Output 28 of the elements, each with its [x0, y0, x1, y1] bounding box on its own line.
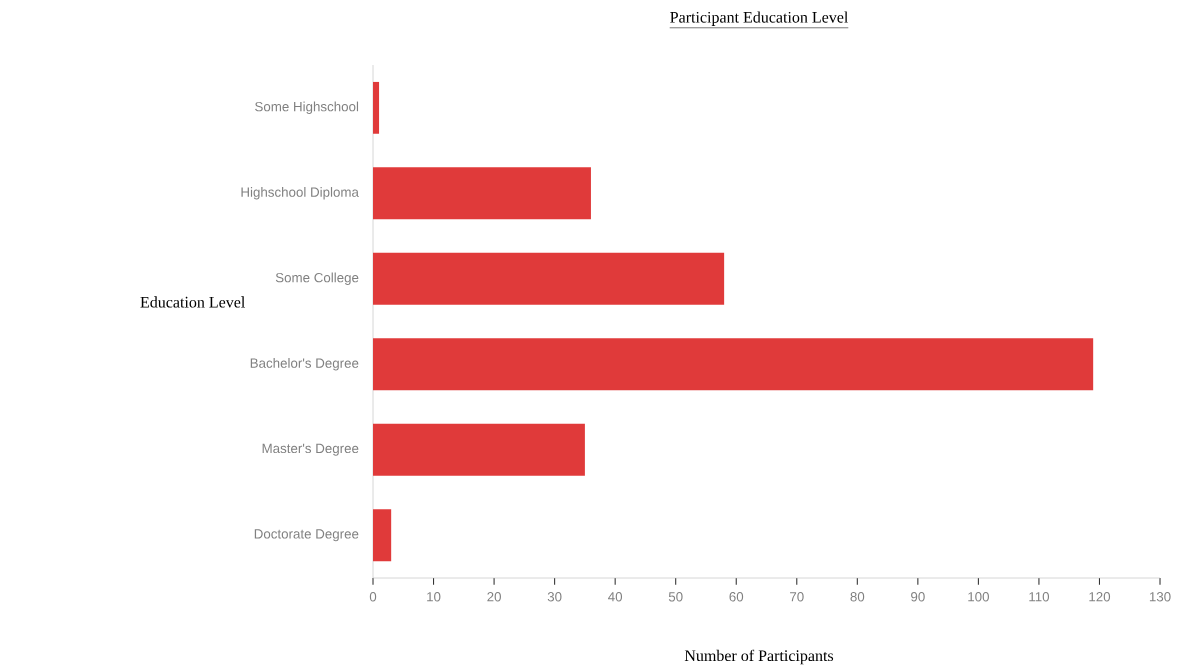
x-axis-title: Number of Participants [684, 649, 834, 665]
x-tick-label: 110 [1029, 592, 1050, 602]
y-tick-label: Doctorate Degree [254, 529, 359, 542]
y-tick-label: Highschool Diploma [241, 187, 359, 200]
x-tick-label: 120 [1089, 592, 1111, 602]
x-tick-label: 30 [547, 592, 562, 602]
x-tick-label: 80 [850, 592, 865, 602]
x-tick-label: 90 [911, 592, 925, 602]
y-tick-label: Some Highschool [255, 101, 359, 114]
bar [373, 423, 585, 476]
x-tick-label: 0 [369, 592, 377, 602]
y-axis-title: Education Level [140, 296, 245, 308]
bar [373, 167, 591, 220]
chart-title: Participant Education Level [670, 11, 849, 26]
x-tick-label: 20 [487, 592, 501, 602]
x-tick-label: 100 [968, 592, 989, 602]
y-tick-label: Bachelor's Degree [250, 358, 359, 371]
bar [373, 338, 1094, 391]
x-tick-label: 70 [790, 592, 804, 602]
bar [373, 509, 392, 562]
x-tick-label: 40 [608, 592, 623, 602]
x-tick-label: 60 [729, 592, 744, 602]
x-tick-label: 130 [1149, 592, 1171, 602]
bar [373, 252, 725, 305]
y-tick-label: Some College [275, 272, 359, 285]
x-tick-label: 10 [427, 592, 441, 602]
x-tick-label: 50 [668, 592, 683, 602]
y-tick-label: Master's Degree [262, 443, 359, 456]
